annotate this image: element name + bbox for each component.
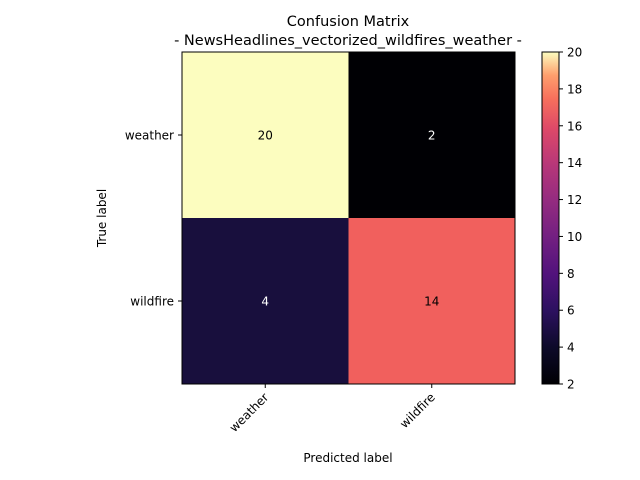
x-tick-label: wildfire	[397, 390, 438, 431]
colorbar-tick-label: 18	[567, 82, 582, 96]
colorbar-tick-label: 10	[567, 230, 582, 244]
plot-frame	[181, 51, 516, 385]
x-tick-label: weather	[227, 390, 272, 435]
colorbar	[541, 51, 560, 385]
chart-subtitle: - NewsHeadlines_vectorized_wildfires_wea…	[174, 33, 522, 49]
y-tick-label: weather	[125, 129, 174, 143]
cell-value-label: 4	[261, 295, 269, 309]
chart-title: Confusion Matrix	[287, 14, 410, 30]
cell-value-label: 2	[428, 129, 436, 143]
colorbar-tick-label: 14	[567, 156, 582, 170]
colorbar-tick-label: 16	[567, 119, 582, 133]
x-axis-label: Predicted label	[303, 451, 392, 465]
heatmap-cell-labels: 20 2 4 14	[258, 129, 440, 309]
heatmap-cell	[182, 52, 349, 218]
y-axis-label: True label	[95, 189, 109, 248]
colorbar-tick-label: 12	[567, 193, 582, 207]
colorbar-tick-label: 6	[567, 304, 575, 318]
colorbar-tick-label: 4	[567, 341, 575, 355]
cell-value-label: 20	[258, 129, 273, 143]
x-axis-ticks: weather wildfire	[227, 384, 438, 435]
colorbar-tick-label: 20	[567, 46, 582, 60]
cell-value-label: 14	[424, 295, 439, 309]
heatmap-cell	[182, 218, 349, 384]
heatmap-cells	[182, 52, 515, 384]
y-tick-label: wildfire	[130, 295, 174, 309]
heatmap-cell	[348, 52, 515, 218]
y-axis-ticks: weather wildfire	[125, 129, 182, 309]
colorbar-ticks: 2 4 6 8 10 12 14 16 18 20	[559, 46, 582, 392]
colorbar-tick-label: 2	[567, 378, 575, 392]
heatmap-cell	[348, 218, 515, 384]
colorbar-tick-label: 8	[567, 267, 575, 281]
